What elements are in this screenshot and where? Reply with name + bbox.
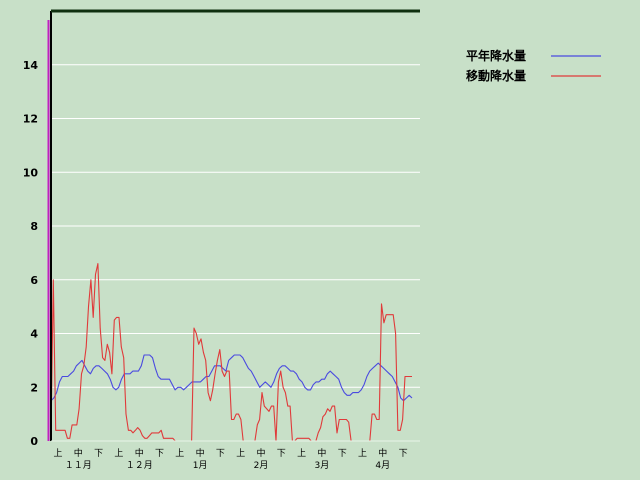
- x-tick-dekad-label: 中: [74, 447, 83, 459]
- y-tick-label: 8: [30, 220, 38, 233]
- y-tick-label: 14: [23, 59, 39, 72]
- x-tick-month-label: １１月: [65, 460, 92, 471]
- y-tick-label: 2: [30, 381, 38, 394]
- x-tick-dekad-label: 上: [114, 448, 123, 459]
- x-tick-month-label: 3月: [315, 460, 330, 471]
- x-tick-dekad-label: 中: [317, 447, 326, 459]
- x-tick-dekad-label: 下: [399, 449, 408, 459]
- legend: 平年降水量 移動降水量: [466, 48, 601, 83]
- y-tick-label: 4: [30, 328, 38, 341]
- x-tick-dekad-label: 上: [297, 448, 306, 459]
- x-tick-dekad-label: 中: [196, 447, 205, 459]
- y-tick-label: 6: [30, 274, 38, 287]
- y-tick-label: 0: [30, 435, 38, 448]
- series-lines: [50, 263, 413, 442]
- x-tick-month-label: １２月: [126, 460, 153, 471]
- legend-label-normal: 平年降水量: [466, 48, 526, 63]
- x-tick-dekad-label: 中: [378, 447, 387, 459]
- y-axis-ticks: 0 2 4 6 8 10 12 14: [23, 59, 39, 448]
- gridlines: [51, 64, 420, 388]
- x-tick-dekad-label: 上: [53, 448, 62, 459]
- x-tick-dekad-label: 上: [236, 448, 245, 459]
- x-axis-ticks: 上中下上中下上中下上中下上中下上中下１１月 １２月 1月 2月 3月 4月: [53, 447, 407, 471]
- series-line-normal: [50, 354, 413, 402]
- x-tick-dekad-label: 中: [256, 447, 265, 459]
- series-line-moving: [50, 263, 412, 442]
- x-tick-month-label: 1月: [193, 460, 208, 471]
- x-tick-dekad-label: 中: [135, 447, 144, 459]
- x-tick-dekad-label: 下: [338, 449, 347, 459]
- x-tick-month-label: 2月: [254, 460, 269, 471]
- x-tick-dekad-label: 上: [175, 448, 184, 459]
- y-tick-label: 10: [23, 166, 39, 179]
- legend-label-moving: 移動降水量: [466, 68, 526, 83]
- x-tick-month-label: 4月: [375, 460, 390, 471]
- x-tick-dekad-label: 下: [216, 449, 225, 459]
- x-tick-dekad-label: 下: [94, 449, 103, 459]
- y-tick-label: 12: [23, 113, 38, 126]
- x-tick-dekad-label: 下: [155, 449, 164, 459]
- x-tick-dekad-label: 下: [277, 449, 286, 459]
- x-tick-dekad-label: 上: [358, 448, 367, 459]
